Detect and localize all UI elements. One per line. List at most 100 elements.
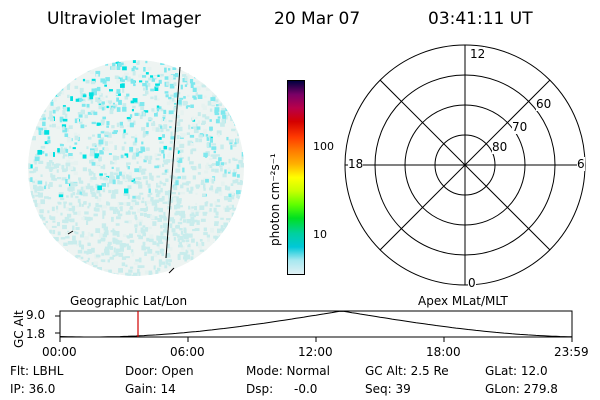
image-pixel xyxy=(91,191,96,195)
image-pixel xyxy=(177,234,180,238)
image-pixel xyxy=(81,190,86,195)
image-pixel xyxy=(160,73,164,77)
image-pixel xyxy=(137,208,141,213)
image-pixel xyxy=(74,85,79,89)
image-pixel xyxy=(216,233,220,237)
image-pixel xyxy=(46,162,51,167)
image-pixel xyxy=(102,80,107,84)
image-pixel xyxy=(95,161,99,166)
image-pixel xyxy=(52,220,56,223)
image-pixel xyxy=(75,255,81,258)
image-pixel xyxy=(125,256,130,259)
image-pixel xyxy=(204,202,208,207)
image-pixel xyxy=(162,117,166,121)
image-pixel xyxy=(226,218,231,221)
image-pixel xyxy=(135,67,139,70)
image-pixel xyxy=(42,223,46,226)
image-pixel xyxy=(101,207,104,211)
image-pixel xyxy=(177,104,182,107)
image-pixel xyxy=(79,244,84,248)
image-pixel xyxy=(112,104,118,108)
image-pixel xyxy=(232,172,237,177)
image-pixel xyxy=(95,70,101,75)
image-pixel xyxy=(112,179,116,185)
image-pixel xyxy=(95,208,100,212)
image-pixel xyxy=(171,192,176,195)
image-pixel xyxy=(195,209,201,214)
image-pixel xyxy=(164,169,168,173)
image-pixel xyxy=(204,170,209,174)
image-pixel xyxy=(108,105,112,109)
image-pixel xyxy=(179,218,182,221)
image-pixel xyxy=(81,101,85,104)
image-pixel xyxy=(226,137,229,141)
image-pixel xyxy=(92,158,96,163)
image-pixel xyxy=(100,131,105,134)
image-pixel xyxy=(125,243,129,247)
image-pixel xyxy=(63,147,67,151)
image-pixel xyxy=(146,147,150,151)
image-pixel xyxy=(241,152,244,157)
mlt-label-0: 0 xyxy=(468,276,476,290)
image-pixel xyxy=(202,105,207,110)
image-pixel xyxy=(104,246,110,251)
image-pixel xyxy=(88,202,91,207)
image-pixel xyxy=(161,172,167,175)
image-pixel xyxy=(113,172,119,176)
image-pixel xyxy=(138,184,143,189)
gc-alt-info: GC Alt: 2.5 Re xyxy=(365,364,449,378)
image-pixel xyxy=(144,212,147,217)
image-pixel xyxy=(56,92,61,97)
gain-info: Gain: 14 xyxy=(125,382,176,396)
image-pixel xyxy=(63,203,66,209)
image-pixel xyxy=(176,157,181,162)
image-pixel xyxy=(140,73,143,77)
image-pixel xyxy=(138,195,141,200)
image-pixel xyxy=(111,107,114,111)
image-pixel xyxy=(45,153,48,157)
image-pixel xyxy=(158,238,162,243)
image-pixel xyxy=(77,189,81,194)
image-pixel xyxy=(214,190,219,194)
image-pixel xyxy=(175,204,180,208)
image-pixel xyxy=(184,233,188,237)
image-pixel xyxy=(132,105,136,109)
image-pixel xyxy=(72,147,76,150)
image-pixel xyxy=(140,208,145,212)
image-pixel xyxy=(98,142,102,147)
image-pixel xyxy=(121,262,126,267)
image-pixel xyxy=(90,177,93,180)
image-pixel xyxy=(109,256,114,260)
image-pixel xyxy=(116,66,121,70)
image-pixel xyxy=(145,60,148,64)
image-pixel xyxy=(214,223,219,226)
image-pixel xyxy=(33,168,37,173)
image-pixel xyxy=(186,254,191,260)
image-pixel xyxy=(77,210,81,216)
image-pixel xyxy=(202,114,207,118)
image-pixel xyxy=(78,133,81,137)
image-pixel xyxy=(195,138,199,143)
image-pixel xyxy=(96,197,102,202)
image-pixel xyxy=(127,194,130,200)
polar-diagonal xyxy=(379,79,551,251)
image-pixel xyxy=(158,214,163,218)
image-pixel xyxy=(142,197,145,200)
image-pixel xyxy=(164,190,170,196)
image-pixel xyxy=(161,150,165,154)
image-pixel xyxy=(114,160,117,165)
image-pixel xyxy=(108,141,113,144)
image-pixel xyxy=(179,143,185,149)
image-pixel xyxy=(162,223,168,228)
image-pixel xyxy=(93,173,96,179)
image-pixel xyxy=(80,118,84,122)
image-pixel xyxy=(211,178,215,184)
image-pixel xyxy=(131,249,134,254)
image-pixel xyxy=(201,242,205,247)
image-pixel xyxy=(188,124,191,130)
image-pixel xyxy=(73,160,79,166)
image-pixel xyxy=(132,71,136,76)
image-pixel xyxy=(111,190,116,195)
image-pixel xyxy=(177,162,181,168)
image-pixel xyxy=(75,231,79,235)
